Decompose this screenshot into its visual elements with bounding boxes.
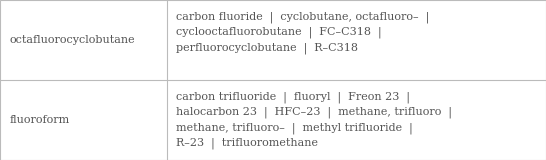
Text: octafluorocyclobutane: octafluorocyclobutane	[10, 35, 135, 45]
Text: carbon fluoride  |  cyclobutane, octafluoro–  |
cyclooctafluorobutane  |  FC–C31: carbon fluoride | cyclobutane, octafluor…	[176, 11, 430, 54]
Text: carbon trifluoride  |  fluoryl  |  Freon 23  |
halocarbon 23  |  HFC–23  |  meth: carbon trifluoride | fluoryl | Freon 23 …	[176, 91, 452, 149]
Text: fluoroform: fluoroform	[10, 115, 70, 125]
